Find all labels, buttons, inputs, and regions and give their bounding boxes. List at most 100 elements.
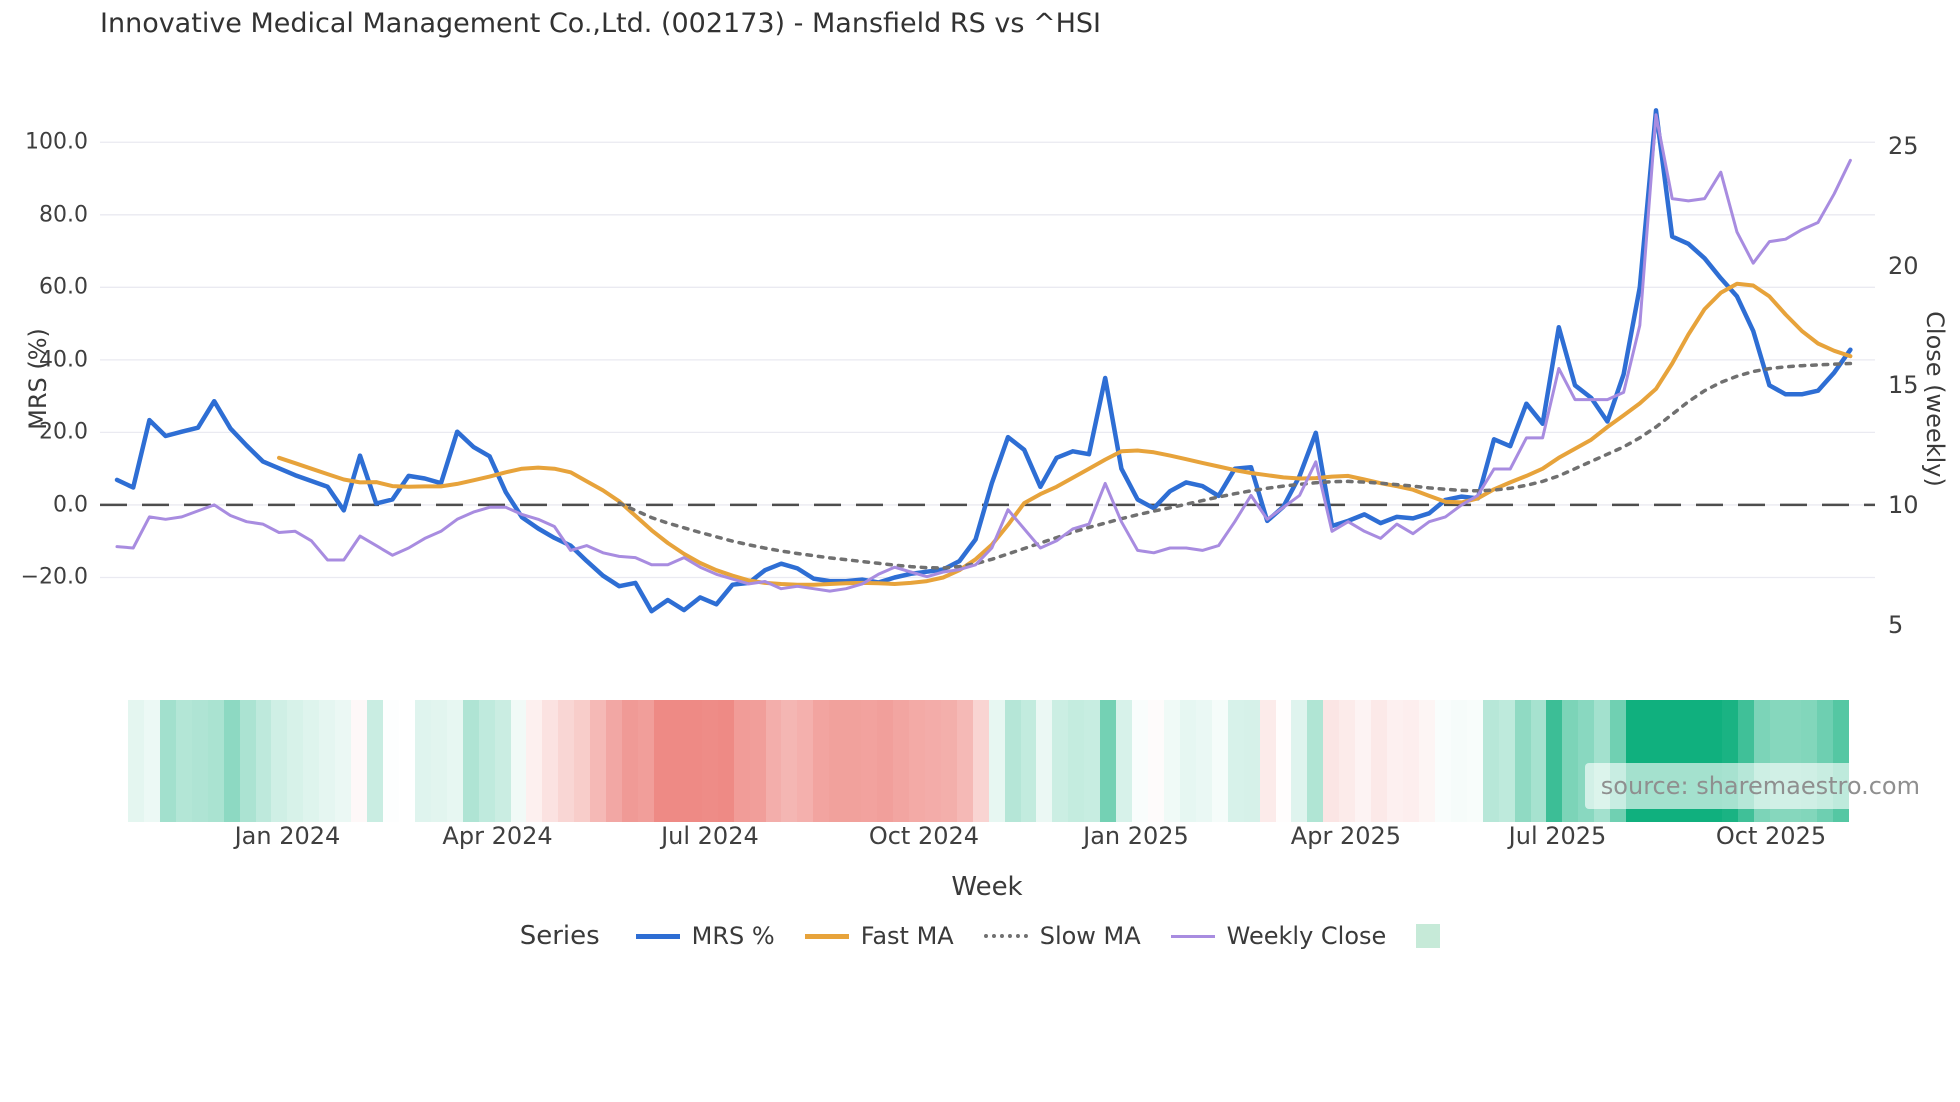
heat-cell	[303, 700, 320, 822]
heat-cell	[1084, 700, 1101, 822]
heat-cell	[701, 700, 718, 822]
heat-cell	[1163, 700, 1180, 822]
heat-cell	[1403, 700, 1419, 822]
heat-cell	[1514, 700, 1531, 822]
heat-cell	[1211, 700, 1228, 822]
heat-cell	[1227, 700, 1244, 822]
heat-cell	[542, 700, 559, 822]
heat-cell	[414, 700, 431, 822]
heat-cell	[1355, 700, 1372, 822]
heat-cell	[797, 700, 814, 822]
heat-cell	[893, 700, 909, 822]
heat-cell	[1307, 700, 1324, 822]
heat-cell	[223, 700, 240, 822]
heat-cell	[143, 700, 160, 822]
heat-cell	[717, 700, 734, 822]
heat-cell	[829, 700, 846, 822]
legend-label: Weekly Close	[1226, 922, 1387, 950]
right-tick-label: 25	[1888, 131, 1919, 160]
heat-cell	[335, 700, 352, 822]
x-tick-label: Oct 2024	[868, 822, 980, 850]
weekly-heatmap-strip	[128, 700, 1850, 822]
heat-cell	[462, 700, 479, 822]
legend-label: MRS %	[691, 922, 775, 950]
plot-area	[100, 108, 1875, 614]
heat-cell	[1482, 700, 1499, 822]
legend-heatmap-swatch[interactable]	[1416, 924, 1441, 948]
legend-line-swatch	[635, 933, 680, 939]
left-tick-label: −20.0	[20, 564, 88, 590]
heat-cell	[430, 700, 447, 822]
heat-cell	[1562, 700, 1579, 822]
legend: Series MRS % Fast MA Slow MA Weekly Close	[0, 912, 1960, 960]
chart-title: Innovative Medical Management Co.,Ltd. (…	[100, 8, 1101, 39]
legend-item-mrs-[interactable]: MRS %	[635, 922, 775, 950]
left-tick-label: 80.0	[39, 202, 88, 228]
heat-cell	[319, 700, 336, 822]
heat-cell	[638, 700, 654, 822]
heat-cell	[924, 700, 941, 822]
left-tick-label: 100.0	[25, 129, 88, 155]
legend-title: Series	[519, 921, 600, 951]
heat-cell	[606, 700, 623, 822]
heat-cell	[398, 700, 415, 822]
x-tick-label: Jan 2025	[1083, 822, 1189, 850]
heat-cell	[1434, 700, 1451, 822]
right-tick-label: 20	[1888, 251, 1919, 280]
heat-cell	[558, 700, 575, 822]
heat-cell	[1450, 700, 1467, 822]
heat-cell	[383, 700, 399, 822]
legend-item-weekly-close[interactable]: Weekly Close	[1170, 922, 1387, 950]
heat-cell	[1100, 700, 1117, 822]
heat-cell	[1387, 700, 1403, 822]
heat-cell	[669, 700, 686, 822]
legend-line-swatch	[1170, 934, 1215, 938]
heat-cell	[940, 700, 957, 822]
x-tick-label: Jan 2024	[234, 822, 341, 850]
left-tick-label: 60.0	[39, 274, 88, 300]
heat-cell	[1339, 700, 1356, 822]
x-tick-label: Oct 2025	[1715, 822, 1827, 850]
heat-cell	[1020, 700, 1037, 822]
heat-cell	[287, 700, 304, 822]
heat-cell	[972, 700, 989, 822]
heat-cell	[813, 700, 830, 822]
left-tick-label: 40.0	[39, 347, 88, 373]
heat-cell	[175, 700, 192, 822]
heat-cell	[1530, 700, 1547, 822]
heat-cell	[653, 700, 670, 822]
legend-item-slow-ma[interactable]: Slow MA	[983, 922, 1141, 950]
heat-cell	[1291, 700, 1308, 822]
slow-ma-line	[617, 361, 1853, 570]
right-tick-label: 15	[1888, 371, 1919, 400]
x-axis-title: Week	[951, 872, 1023, 902]
heat-cell	[845, 700, 862, 822]
heat-cell	[574, 700, 591, 822]
heat-cell	[733, 700, 750, 822]
heat-cell	[1275, 700, 1292, 822]
right-tick-label: 10	[1888, 490, 1919, 519]
heat-cell	[1243, 700, 1260, 822]
heat-cell	[781, 700, 798, 822]
heat-cell	[956, 700, 973, 822]
heat-cell	[478, 700, 495, 822]
heat-cell	[1323, 700, 1340, 822]
heat-cell	[1546, 700, 1563, 822]
legend-line-swatch	[983, 934, 1028, 938]
legend-item-fast-ma[interactable]: Fast MA	[804, 922, 954, 950]
x-tick-label: Jul 2025	[1508, 822, 1607, 850]
heat-cell	[590, 700, 607, 822]
heat-cell	[494, 700, 511, 822]
heat-cell	[749, 700, 766, 822]
heat-cell	[1371, 700, 1388, 822]
heat-cell	[207, 700, 224, 822]
x-tick-label: Apr 2025	[1290, 822, 1402, 850]
heat-cell	[510, 700, 527, 822]
heat-cell	[367, 700, 383, 822]
heat-cell	[861, 700, 878, 822]
heat-cell	[1195, 700, 1212, 822]
heat-cell	[159, 700, 176, 822]
legend-label: Slow MA	[1039, 922, 1141, 950]
fast-ma-line	[277, 281, 1853, 587]
heat-cell	[1036, 700, 1053, 822]
